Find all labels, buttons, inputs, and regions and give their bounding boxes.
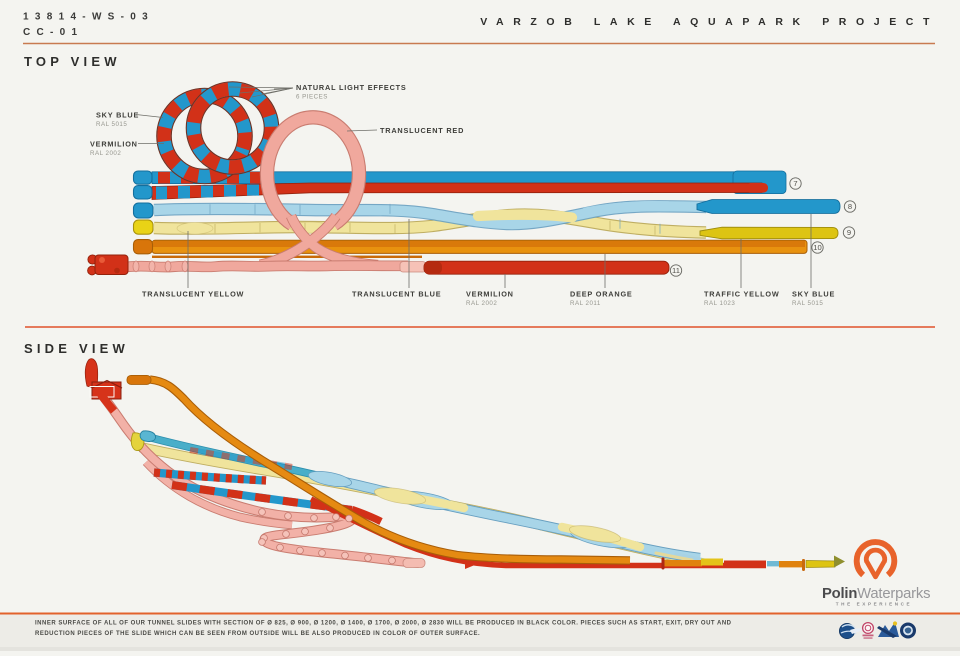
svg-text:TRANSLUCENT RED: TRANSLUCENT RED	[380, 126, 464, 135]
svg-text:10: 10	[813, 243, 821, 252]
svg-text:TRANSLUCENT BLUE: TRANSLUCENT BLUE	[352, 290, 441, 299]
svg-text:SIDE VIEW: SIDE VIEW	[24, 341, 129, 356]
svg-text:NATURAL LIGHT EFFECTS: NATURAL LIGHT EFFECTS	[296, 83, 407, 92]
svg-text:PolinWaterparks: PolinWaterparks	[822, 586, 930, 602]
svg-text:RAL 2002: RAL 2002	[90, 150, 121, 157]
svg-text:6 PIECES: 6 PIECES	[296, 94, 328, 101]
svg-text:TRAFFIC YELLOW: TRAFFIC YELLOW	[704, 290, 780, 299]
svg-text:RAL 1023: RAL 1023	[704, 300, 735, 307]
svg-text:CC-01: CC-01	[23, 27, 83, 38]
svg-text:8: 8	[848, 202, 852, 211]
svg-text:DEEP ORANGE: DEEP ORANGE	[570, 290, 633, 299]
svg-text:RAL 2002: RAL 2002	[466, 300, 497, 307]
svg-text:TOP VIEW: TOP VIEW	[24, 54, 121, 69]
svg-text:TRANSLUCENT YELLOW: TRANSLUCENT YELLOW	[142, 290, 244, 299]
svg-text:INNER SURFACE OF ALL OF OUR TU: INNER SURFACE OF ALL OF OUR TUNNEL SLIDE…	[35, 621, 732, 627]
svg-text:RAL 5015: RAL 5015	[96, 121, 127, 128]
svg-text:SKY BLUE: SKY BLUE	[96, 111, 139, 120]
svg-text:VARZOB LAKE AQUAPARK PROJECT: VARZOB LAKE AQUAPARK PROJECT	[480, 16, 939, 28]
svg-text:11: 11	[672, 266, 680, 275]
svg-text:SKY BLUE: SKY BLUE	[792, 290, 835, 299]
svg-text:RAL 2011: RAL 2011	[570, 300, 601, 307]
svg-text:REDUCTION PIECES OF THE SLIDE: REDUCTION PIECES OF THE SLIDE WHICH CAN …	[35, 631, 480, 637]
svg-text:THE EXPERIENCE: THE EXPERIENCE	[836, 602, 912, 607]
svg-text:VERMILION: VERMILION	[466, 290, 514, 299]
svg-text:9: 9	[847, 228, 851, 237]
svg-text:13814-WS-03: 13814-WS-03	[23, 12, 154, 23]
svg-text:RAL 5015: RAL 5015	[792, 300, 823, 307]
svg-text:7: 7	[793, 179, 797, 188]
svg-text:VERMILION: VERMILION	[90, 140, 138, 149]
